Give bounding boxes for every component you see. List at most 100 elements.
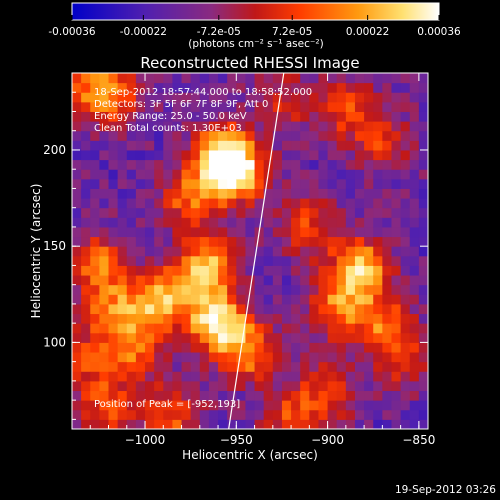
heatmap-cell bbox=[145, 332, 155, 343]
heatmap-cell bbox=[272, 284, 283, 295]
heatmap-cell bbox=[327, 294, 338, 305]
heatmap-cell bbox=[336, 178, 347, 189]
heatmap-cell bbox=[108, 371, 119, 382]
heatmap-cell bbox=[208, 265, 219, 276]
heatmap-cell bbox=[208, 73, 219, 84]
heatmap-cell bbox=[81, 400, 91, 411]
heatmap-cell bbox=[190, 390, 201, 401]
heatmap-cell bbox=[281, 226, 292, 238]
heatmap-cell bbox=[281, 265, 292, 276]
heatmap-cell bbox=[145, 371, 155, 382]
heatmap-cell bbox=[364, 294, 374, 305]
heatmap-cell bbox=[300, 159, 310, 170]
heatmap-cell bbox=[181, 303, 192, 315]
heatmap-cell bbox=[409, 313, 420, 324]
heatmap-cell bbox=[354, 294, 365, 305]
heatmap-cell bbox=[263, 121, 274, 132]
heatmap-cell bbox=[172, 73, 183, 84]
heatmap-cell bbox=[154, 380, 164, 392]
heatmap-cell bbox=[172, 400, 183, 411]
heatmap-cell bbox=[345, 380, 356, 392]
heatmap-cell bbox=[163, 380, 173, 392]
heatmap-cell bbox=[72, 130, 82, 141]
heatmap-cell bbox=[354, 419, 365, 429]
heatmap-cell bbox=[163, 140, 173, 151]
heatmap-cell bbox=[400, 255, 411, 266]
y-axis-label: Heliocentric Y (arcsec) bbox=[29, 184, 43, 319]
heatmap-cell bbox=[382, 82, 392, 93]
heatmap-cell bbox=[300, 246, 310, 257]
heatmap-cell bbox=[117, 101, 128, 112]
heatmap-cell bbox=[236, 255, 246, 266]
heatmap-cell bbox=[354, 73, 365, 84]
heatmap-cell bbox=[254, 169, 265, 180]
heatmap-cell bbox=[373, 198, 383, 209]
heatmap-cell bbox=[272, 198, 283, 209]
heatmap-cell bbox=[72, 169, 82, 180]
heatmap-cell bbox=[154, 169, 164, 180]
heatmap-cell bbox=[272, 82, 283, 93]
heatmap-cell bbox=[227, 188, 237, 199]
heatmap-cell bbox=[99, 352, 110, 363]
heatmap-cell bbox=[81, 236, 91, 247]
heatmap-cell bbox=[336, 207, 347, 218]
heatmap-cell bbox=[108, 149, 119, 161]
heatmap-cell bbox=[145, 217, 155, 228]
heatmap-cell bbox=[391, 92, 402, 103]
axis-ticks: −1000 −950 −900 −850 100 150 200 bbox=[43, 72, 435, 447]
heatmap-cell bbox=[163, 226, 173, 238]
heatmap-cell bbox=[172, 390, 183, 401]
heatmap-cell bbox=[373, 409, 383, 420]
heatmap-cell bbox=[218, 101, 228, 112]
heatmap-cell bbox=[354, 380, 365, 392]
heatmap-cell bbox=[263, 130, 274, 141]
heatmap-cell bbox=[263, 159, 274, 170]
info-line-energy-range: Energy Range: 25.0 - 50.0 keV bbox=[94, 111, 247, 122]
heatmap-cell bbox=[318, 188, 329, 199]
heatmap-cell bbox=[245, 92, 256, 103]
colorbar-gradient bbox=[71, 2, 440, 21]
heatmap-cell bbox=[163, 255, 173, 266]
heatmap-cell bbox=[254, 313, 265, 324]
heatmap-cell bbox=[373, 217, 383, 228]
heatmap-cell bbox=[336, 149, 347, 161]
heatmap-cell bbox=[199, 130, 210, 141]
heatmap-cell bbox=[409, 140, 420, 151]
heatmap-cell bbox=[391, 130, 402, 141]
heatmap-cell bbox=[300, 236, 310, 247]
heatmap-cell bbox=[227, 265, 237, 276]
heatmap-cell bbox=[236, 419, 246, 429]
heatmap-cell bbox=[236, 101, 246, 112]
heatmap-cell bbox=[199, 294, 210, 305]
heatmap-cell bbox=[291, 332, 301, 343]
heatmap-cell bbox=[291, 352, 301, 363]
heatmap-cell bbox=[382, 101, 392, 112]
heatmap-cell bbox=[199, 217, 210, 228]
heatmap-cell bbox=[126, 380, 137, 392]
heatmap-cell bbox=[190, 294, 201, 305]
heatmap-cell bbox=[272, 332, 283, 343]
heatmap-cell bbox=[281, 303, 292, 315]
heatmap-cell bbox=[154, 352, 164, 363]
heatmap-cell bbox=[117, 188, 128, 199]
heatmap-cell bbox=[126, 303, 137, 315]
heatmap-cell bbox=[364, 159, 374, 170]
heatmap-cell bbox=[291, 284, 301, 295]
heatmap-cell bbox=[199, 236, 210, 247]
heatmap-cell bbox=[272, 380, 283, 392]
heatmap-cell bbox=[373, 294, 383, 305]
heatmap-cell bbox=[117, 313, 128, 324]
heatmap-cell bbox=[254, 73, 265, 84]
heatmap-cell bbox=[300, 332, 310, 343]
heatmap-cell bbox=[181, 130, 192, 141]
heatmap-cell bbox=[345, 400, 356, 411]
heatmap-cell bbox=[409, 73, 420, 84]
heatmap-cell bbox=[135, 101, 146, 112]
heatmap-cell bbox=[263, 101, 274, 112]
heatmap-cell bbox=[400, 332, 411, 343]
heatmap-cell bbox=[300, 265, 310, 276]
heatmap-cell bbox=[409, 82, 420, 93]
heatmap-cell bbox=[281, 111, 292, 122]
heatmap-cell bbox=[72, 246, 82, 257]
heatmap-cell bbox=[391, 82, 402, 93]
